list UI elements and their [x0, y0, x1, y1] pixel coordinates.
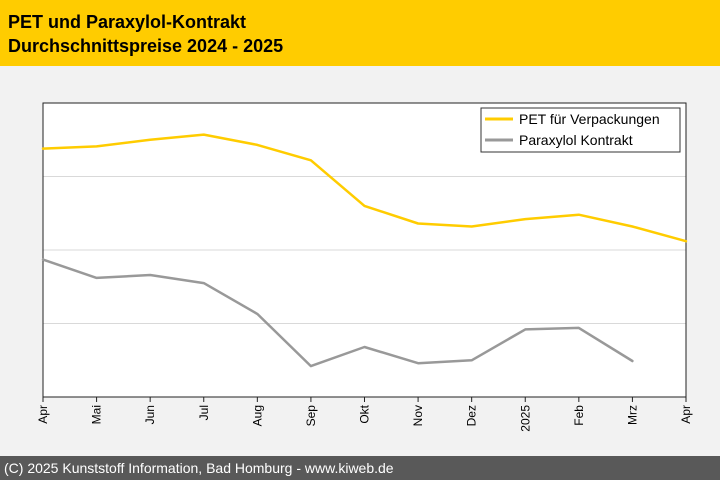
x-tick-label: 2025 — [518, 405, 532, 432]
x-tick-label: Apr — [36, 405, 50, 424]
x-tick-label: Jun — [143, 405, 157, 424]
x-tick-label: Dez — [465, 405, 479, 426]
chart-title: PET und Paraxylol-Kontrakt Durchschnitts… — [8, 10, 283, 58]
title-line-2: Durchschnittspreise 2024 - 2025 — [8, 36, 284, 56]
x-tick-label: Sep — [304, 405, 318, 427]
series-line-paraxylol — [41, 258, 634, 368]
legend-label: PET für Verpackungen — [519, 111, 660, 127]
x-tick-label: Apr — [679, 405, 693, 424]
legend-label: Paraxylol Kontrakt — [519, 132, 633, 148]
copyright-text: (C) 2025 Kunststoff Information, Bad Hom… — [4, 460, 394, 476]
x-tick-label: Aug — [250, 405, 264, 426]
title-line-1: PET und Paraxylol-Kontrakt — [8, 12, 247, 32]
x-tick-label: Mrz — [625, 405, 639, 425]
x-tick-label: Mai — [90, 405, 104, 424]
footer-bar: (C) 2025 Kunststoff Information, Bad Hom… — [0, 456, 720, 480]
x-tick-label: Feb — [572, 405, 586, 426]
legend-box — [480, 107, 681, 153]
x-tick-label: Okt — [358, 404, 372, 423]
x-tick-label: Jul — [197, 405, 211, 420]
line-chart: Apr Mai Jun Jul Aug Sep Okt Nov Dez 2025 Feb Mrz Apr… — [36, 102, 693, 432]
series-line-pet — [41, 133, 688, 243]
header-bar: PET und Paraxylol-Kontrakt Durchschnitts… — [0, 0, 720, 66]
x-tick-label: Nov — [411, 405, 425, 426]
